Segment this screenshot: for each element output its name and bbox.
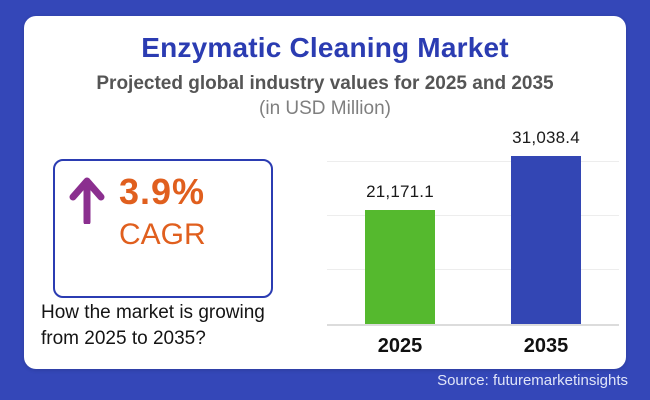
bars-container: 21,171.1 31,038.4 — [327, 124, 619, 324]
gridline — [327, 160, 619, 162]
source-attribution: Source: futuremarketinsights — [437, 372, 628, 389]
bar-2035 — [511, 156, 581, 324]
gridline — [327, 268, 619, 270]
cagr-value: 3.9% — [119, 171, 206, 212]
chart-subtitle: Projected global industry values for 202… — [96, 73, 554, 94]
plot-area: 21,171.1 31,038.4 — [327, 124, 619, 326]
category-axis: 2025 2035 — [327, 326, 619, 358]
up-arrow-icon — [67, 176, 107, 226]
infographic-card: Enzymatic Cleaning Market Projected glob… — [24, 16, 626, 369]
cagr-box: 3.9% CAGR — [53, 159, 273, 298]
bar-group-2035: 31,038.4 — [473, 124, 619, 324]
unit-label: (in USD Million) — [259, 98, 391, 119]
bar-value-label: 21,171.1 — [366, 181, 434, 201]
cagr-label: CAGR — [119, 218, 206, 251]
bar-value-label: 31,038.4 — [512, 128, 580, 148]
cagr-text: 3.9% CAGR — [119, 174, 206, 250]
bar-group-2025: 21,171.1 — [327, 124, 473, 324]
page-title: Enzymatic Cleaning Market — [141, 32, 509, 63]
growth-question: How the market is growing from 2025 to 2… — [41, 302, 265, 350]
category-label-2025: 2025 — [377, 335, 423, 357]
category-label-2035: 2035 — [523, 335, 569, 357]
gridline — [327, 214, 619, 216]
bar-2025 — [365, 209, 435, 324]
bar-chart: 21,171.1 31,038.4 2025 2035 — [327, 124, 619, 358]
